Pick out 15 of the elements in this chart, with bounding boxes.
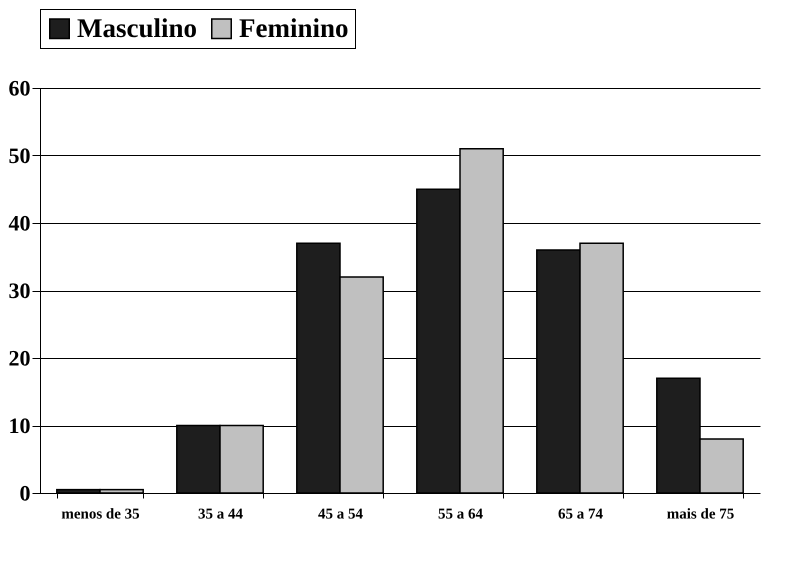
x-tick-label: mais de 75 [666,506,734,522]
x-tick-label: 35 a 44 [198,506,244,522]
x-tick-label: 45 a 54 [318,506,364,522]
x-tick-label: menos de 35 [61,506,140,522]
x-tick-label: 65 a 74 [558,506,604,522]
legend-label: Feminino [239,12,349,43]
y-tick-label: 50 [8,143,30,168]
y-tick-label: 60 [8,76,30,100]
y-tick-label: 20 [8,346,30,370]
y-tick-label: 30 [8,278,30,303]
y-tick-label: 40 [8,210,30,236]
y-tick-label: 0 [20,480,30,506]
x-tick-label: 55 a 64 [438,506,484,522]
legend-label: Masculino [77,12,198,43]
y-tick-label: 10 [8,413,30,438]
